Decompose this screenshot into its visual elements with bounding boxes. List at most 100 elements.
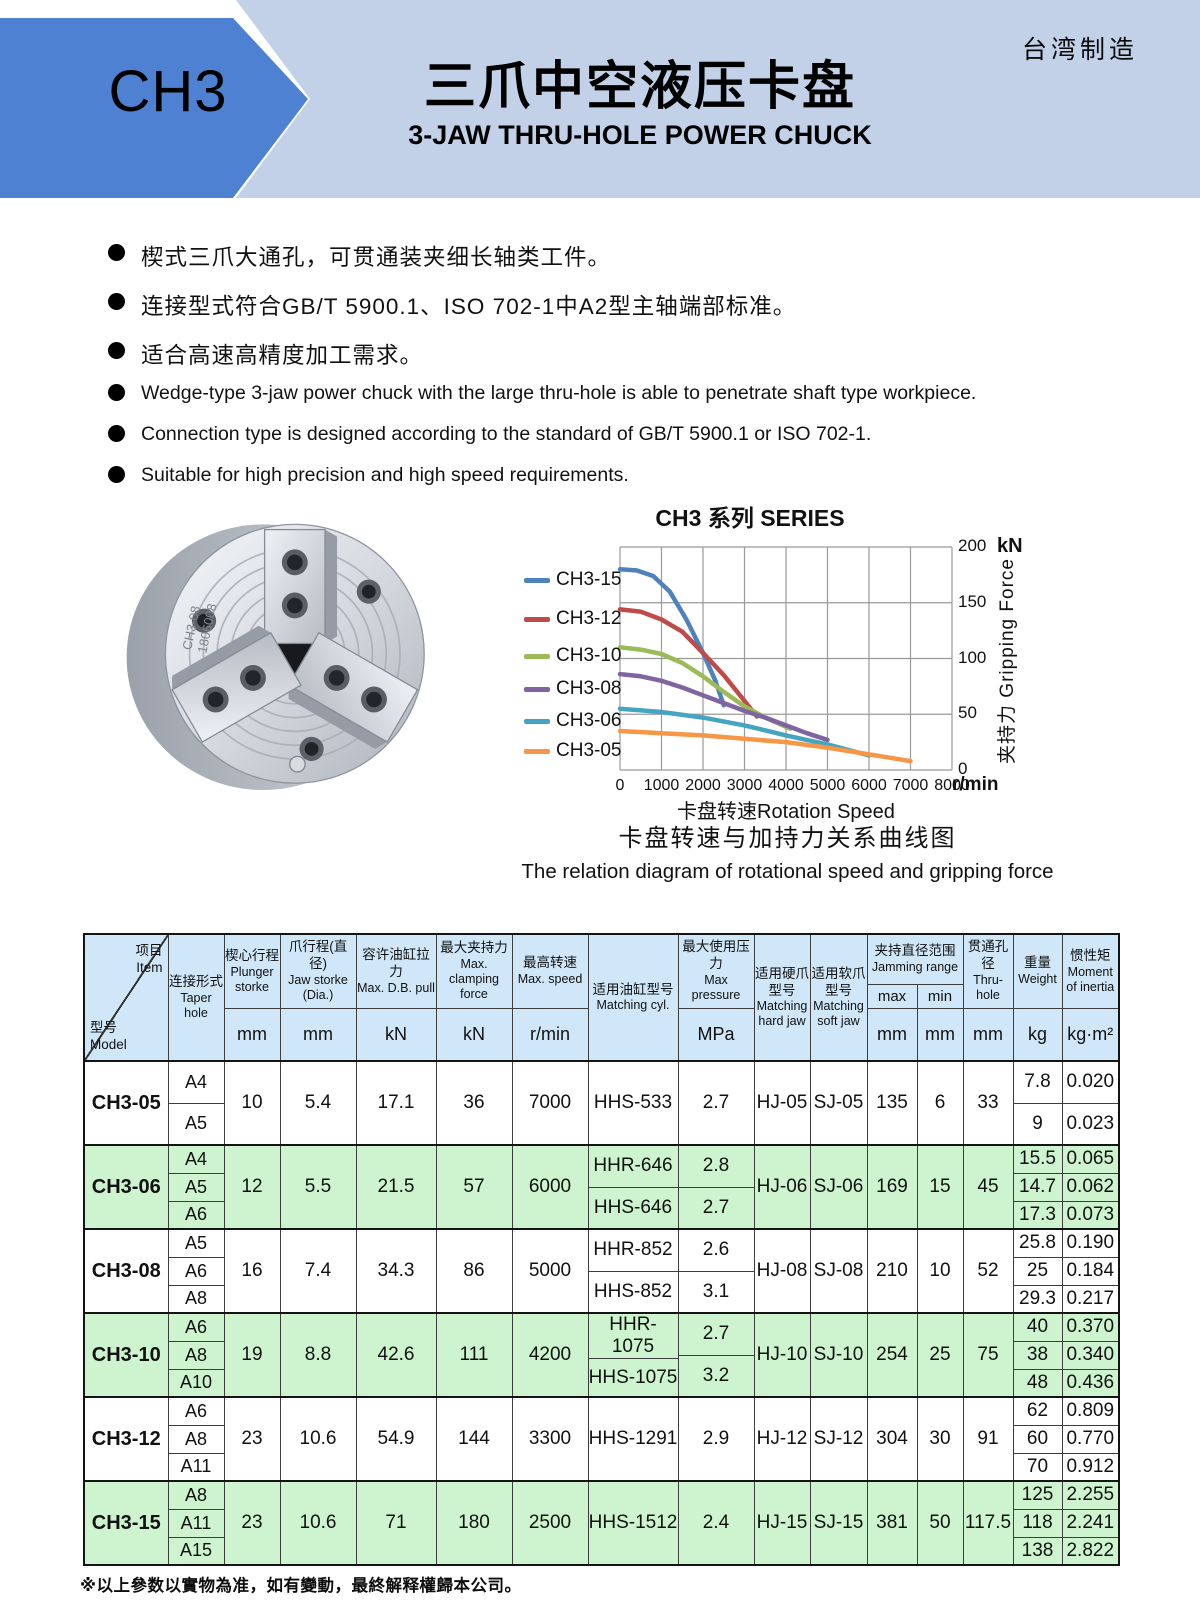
unit-thru: mm bbox=[962, 1007, 1014, 1062]
taper-cell: A6 bbox=[167, 1396, 225, 1426]
feature-text: Connection type is designed according to… bbox=[141, 423, 872, 445]
bullet-icon bbox=[108, 342, 125, 359]
table-row: CH3-05 A4 10 5.4 17.1 36 7000 HHS-533 2.7 HJ-05 SJ… bbox=[83, 1060, 1120, 1146]
table-cell: 15 bbox=[916, 1144, 964, 1230]
unit-jaw: mm bbox=[279, 1007, 357, 1062]
table-cell: 5.5 bbox=[279, 1144, 357, 1230]
taper-cell: A8 bbox=[167, 1284, 225, 1314]
table-cell: 86 bbox=[435, 1228, 513, 1314]
table-cell: 10.6 bbox=[279, 1480, 357, 1566]
table-row: CH3-08 A5 16 7.4 34.3 86 5000 HHR-852 HHS-852 2.6… bbox=[83, 1228, 1120, 1314]
table-cell: 21.5 bbox=[355, 1144, 437, 1230]
taper-cell: A4 bbox=[167, 1144, 225, 1174]
inertia-cell: 2.822 bbox=[1061, 1536, 1120, 1566]
table-row: A8 38 0.340 bbox=[84, 1340, 1120, 1370]
weight-cell: 9 bbox=[1012, 1102, 1063, 1146]
weight-cell: 7.8 bbox=[1012, 1060, 1063, 1104]
inertia-cell: 0.062 bbox=[1061, 1172, 1120, 1202]
unit-speed: r/min bbox=[511, 1007, 589, 1062]
x-tick-label: 0 bbox=[615, 777, 625, 794]
caption-cn: 卡盘转速与加持力关系曲线图 bbox=[618, 825, 957, 852]
table-cell: 180 bbox=[435, 1480, 513, 1566]
model-cell: CH3-12 bbox=[83, 1396, 169, 1482]
brand-mark-icon bbox=[288, 755, 306, 773]
table-cell: 34.3 bbox=[355, 1228, 437, 1314]
unit-plunger: mm bbox=[223, 1007, 281, 1062]
inertia-cell: 0.023 bbox=[1061, 1102, 1120, 1146]
y-tick-label: 50 bbox=[958, 703, 977, 723]
weight-cell: 25 bbox=[1012, 1256, 1063, 1286]
weight-cell: 62 bbox=[1012, 1396, 1063, 1426]
inertia-cell: 0.809 bbox=[1061, 1396, 1120, 1426]
hard-jaw-cell: HJ-10 bbox=[753, 1312, 811, 1398]
cylinder-cell: HHR-1075 HHS-1075 bbox=[587, 1312, 679, 1398]
y-tick-label: 150 bbox=[958, 591, 987, 611]
spec-table: 项目 Item 型号 Model 连接形式 Taper hole 楔心行程 Plunge… bbox=[83, 933, 1120, 1566]
header-item: 项目 Item bbox=[135, 943, 163, 975]
feature-text: Suitable for high precision and high spe… bbox=[141, 464, 629, 486]
pressure-cell: 2.7 3.2 bbox=[677, 1312, 755, 1398]
table-cell: 210 bbox=[866, 1228, 918, 1314]
cylinder-cell: HHS-1512 bbox=[587, 1480, 679, 1566]
soft-jaw-cell: SJ-08 bbox=[809, 1228, 868, 1314]
banner-shapes bbox=[0, 0, 1200, 198]
hard-jaw-cell: HJ-15 bbox=[753, 1480, 811, 1566]
col-matching-hard-jaw: 适用硬爪型号 Matching hard jaw bbox=[753, 933, 811, 1062]
stack-part: 2.4 bbox=[702, 1512, 730, 1533]
legend-swatch bbox=[524, 653, 550, 659]
feature-item: 楔式三爪大通孔，可贯通装夹细长轴类工件。 bbox=[108, 240, 796, 272]
table-cell: 381 bbox=[866, 1480, 918, 1566]
page-title-cn: 三爪中空液压卡盘 bbox=[423, 58, 856, 116]
table-cell: 6000 bbox=[511, 1144, 589, 1230]
inertia-cell: 0.340 bbox=[1061, 1340, 1120, 1370]
table-cell: 25 bbox=[916, 1312, 964, 1398]
chuck-jaws bbox=[171, 528, 419, 750]
taper-cell: A4 bbox=[167, 1060, 225, 1104]
feature-text: 适合高速高精度加工需求。 bbox=[141, 343, 424, 368]
unit-inertia: kg·m² bbox=[1061, 1007, 1120, 1062]
inertia-cell: 0.065 bbox=[1061, 1144, 1120, 1174]
weight-cell: 138 bbox=[1012, 1536, 1063, 1566]
diagonal-header-cell: 项目 Item 型号 Model bbox=[83, 933, 169, 1062]
weight-cell: 14.7 bbox=[1012, 1172, 1063, 1202]
inertia-cell: 0.770 bbox=[1061, 1424, 1120, 1454]
weight-cell: 48 bbox=[1012, 1368, 1063, 1398]
bullet-icon bbox=[108, 425, 125, 442]
chuck-photo: CH3-08 1806008 bbox=[118, 498, 463, 818]
table-cell: 50 bbox=[916, 1480, 964, 1566]
product-code: CH3 bbox=[108, 59, 228, 124]
weight-cell: 60 bbox=[1012, 1424, 1063, 1454]
feature-text: 楔式三爪大通孔，可贯通装夹细长轴类工件。 bbox=[141, 245, 612, 270]
inertia-cell: 0.217 bbox=[1061, 1284, 1120, 1314]
taper-cell: A6 bbox=[167, 1312, 225, 1342]
feature-item: Suitable for high precision and high spe… bbox=[108, 464, 976, 487]
x-tick-label: 6000 bbox=[851, 777, 887, 794]
inertia-cell: 0.436 bbox=[1061, 1368, 1120, 1398]
weight-cell: 40 bbox=[1012, 1312, 1063, 1342]
model-cell: CH3-06 bbox=[83, 1144, 169, 1230]
legend-label: CH3-06 bbox=[556, 710, 622, 731]
feature-item: Wedge-type 3-jaw power chuck with the la… bbox=[108, 382, 976, 405]
stack-part: HHR-1075 bbox=[609, 1314, 657, 1357]
pressure-cell: 2.6 3.1 bbox=[677, 1228, 755, 1314]
inertia-cell: 0.184 bbox=[1061, 1256, 1120, 1286]
model-cell: CH3-10 bbox=[83, 1312, 169, 1398]
table-cell: 4200 bbox=[511, 1312, 589, 1398]
table-cell: 36 bbox=[435, 1060, 513, 1146]
stack-part: HHS-1512 bbox=[588, 1512, 678, 1533]
stack-part: HHR-852 bbox=[593, 1239, 673, 1261]
legend-item: CH3-08 bbox=[524, 678, 621, 700]
soft-jaw-cell: SJ-06 bbox=[809, 1144, 868, 1230]
stack-part: HHR-646 bbox=[593, 1155, 673, 1177]
unit-weight: kg bbox=[1012, 1007, 1063, 1062]
series-CH3-15 bbox=[617, 567, 727, 708]
stack-part: HHS-1291 bbox=[588, 1428, 678, 1449]
table-cell: 30 bbox=[916, 1396, 964, 1482]
col-matching-soft-jaw: 适用软爪型号 Matching soft jaw bbox=[809, 933, 868, 1062]
model-cell: CH3-15 bbox=[83, 1480, 169, 1566]
table-cell: 169 bbox=[866, 1144, 918, 1230]
cylinder-cell: HHS-1291 bbox=[587, 1396, 679, 1482]
banner-arrow bbox=[0, 18, 308, 198]
table-cell: 10.6 bbox=[279, 1396, 357, 1482]
weight-cell: 125 bbox=[1012, 1480, 1063, 1510]
